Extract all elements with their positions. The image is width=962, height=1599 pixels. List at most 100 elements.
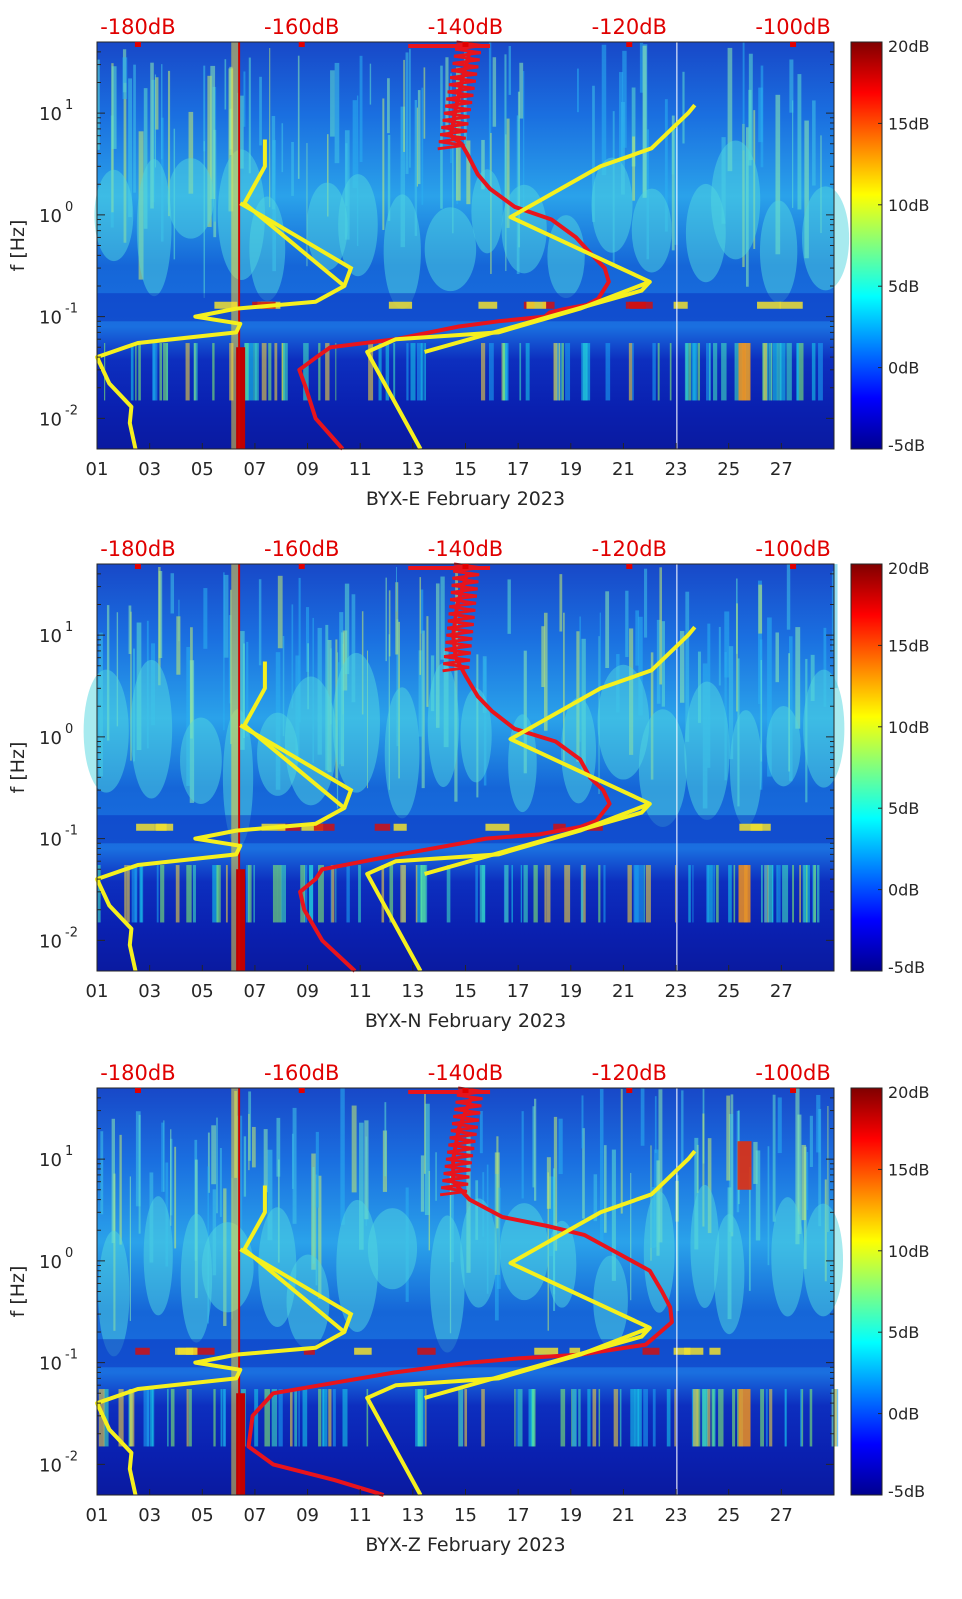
colorbar bbox=[850, 1087, 883, 1496]
spectrogram-lowfreq-column bbox=[713, 343, 718, 401]
spectrogram-lowfreq-column bbox=[564, 865, 571, 923]
spectrogram-lowfreq-column bbox=[688, 343, 691, 401]
spectrogram-texture bbox=[791, 100, 794, 208]
spectrogram-lowfreq-column bbox=[693, 1389, 699, 1447]
spectrogram-lowfreq-column bbox=[782, 865, 789, 923]
spectrogram-texture bbox=[724, 611, 730, 678]
spectrogram-lowfreq-column bbox=[776, 343, 782, 401]
spectrogram-texture bbox=[563, 612, 565, 762]
spectrogram-lowfreq-column bbox=[728, 865, 732, 923]
spectrogram-lowfreq-column bbox=[464, 1389, 468, 1447]
spectrogram-blob bbox=[471, 169, 503, 254]
spectrogram-texture bbox=[297, 55, 300, 179]
spectrogram-hotspot bbox=[193, 1347, 215, 1355]
x-tick-label: 09 bbox=[296, 981, 319, 1002]
x-tick-label: 23 bbox=[665, 1505, 688, 1526]
spectrogram-lowfreq-column bbox=[765, 1389, 768, 1447]
y-tick-exponent: 0 bbox=[65, 1246, 73, 1261]
spectrogram-texture bbox=[681, 1090, 684, 1165]
spectrogram-lowfreq-column bbox=[763, 343, 767, 401]
curve-yellow bbox=[424, 1326, 652, 1400]
spectrogram-texture bbox=[403, 59, 405, 152]
spectrogram-texture bbox=[111, 66, 117, 149]
spectrogram-lowfreq-column bbox=[525, 343, 530, 401]
x-tick-label: 03 bbox=[138, 459, 161, 480]
top-tick-label: -160dB bbox=[264, 1061, 339, 1085]
x-tick-label: 17 bbox=[507, 459, 530, 480]
spectrogram-blob bbox=[643, 1191, 675, 1313]
spectrogram-lowfreq-column bbox=[561, 343, 564, 401]
spectrogram-blob bbox=[711, 140, 761, 260]
x-tick-label: 13 bbox=[401, 1505, 424, 1526]
spectrogram-hotspot bbox=[388, 301, 413, 309]
spectrogram-texture bbox=[330, 648, 332, 725]
spectrogram-lowfreq-column bbox=[335, 865, 337, 923]
colorbar-tick-label: 10dB bbox=[888, 718, 930, 737]
spectrogram-texture bbox=[445, 57, 449, 137]
spectrogram-texture bbox=[630, 1172, 632, 1301]
spectrogram-texture bbox=[479, 1111, 483, 1154]
spectrogram-texture bbox=[416, 107, 419, 187]
spectrogram-lowfreq-column bbox=[126, 865, 130, 923]
spectrogram-texture bbox=[203, 588, 208, 649]
spectrogram-blob bbox=[771, 1197, 805, 1317]
spectrogram-lowfreq-column bbox=[446, 865, 451, 923]
spectrogram-texture bbox=[269, 48, 271, 208]
spectrogram-blob bbox=[383, 194, 421, 310]
spectrogram-texture bbox=[229, 66, 233, 150]
spectrogram-texture bbox=[312, 1167, 315, 1264]
colorbar bbox=[850, 563, 883, 972]
curve-red-detail bbox=[437, 40, 483, 151]
spectrogram-texture bbox=[161, 1122, 165, 1192]
x-tick-label: 11 bbox=[349, 459, 372, 480]
top-tick-label: -100dB bbox=[755, 537, 830, 561]
x-tick-label: 21 bbox=[612, 981, 635, 1002]
spectrogram-texture bbox=[804, 120, 809, 259]
spectrogram-texture bbox=[305, 607, 310, 672]
spectrogram-texture bbox=[119, 1134, 122, 1245]
colorbar-tick-label: 5dB bbox=[888, 1323, 919, 1342]
y-tick-label: 10 bbox=[39, 626, 62, 647]
spectrogram-lowfreq-column bbox=[346, 865, 350, 923]
spectrogram-texture bbox=[506, 118, 510, 228]
x-tick-label: 03 bbox=[138, 981, 161, 1002]
spectrogram-texture bbox=[694, 1137, 699, 1250]
spectrogram-texture bbox=[758, 584, 763, 634]
spectrogram-lowfreq-column bbox=[657, 343, 660, 401]
spectrogram-hotspot bbox=[301, 823, 324, 831]
spectrogram-texture bbox=[158, 566, 161, 686]
spectrogram-texture bbox=[243, 1136, 247, 1197]
spectrogram-hotspot bbox=[542, 301, 555, 309]
spectrogram-texture bbox=[466, 140, 471, 205]
top-tick bbox=[626, 1088, 633, 1093]
y-tick-exponent: 1 bbox=[65, 98, 73, 113]
spectrogram-lowfreq-column bbox=[520, 865, 523, 923]
spectrogram-texture bbox=[548, 1176, 554, 1256]
x-tick-label: 09 bbox=[296, 459, 319, 480]
x-tick-label: 01 bbox=[86, 981, 109, 1002]
spectrogram-blob bbox=[803, 669, 845, 788]
spectrogram-texture bbox=[576, 68, 579, 113]
spectrogram-lowfreq-column bbox=[760, 865, 763, 923]
spectrogram-texture bbox=[216, 1117, 218, 1214]
y-axis-title: f [Hz] bbox=[7, 220, 29, 272]
top-tick bbox=[298, 1088, 305, 1093]
curve-yellow bbox=[424, 802, 652, 876]
event-stripe bbox=[231, 42, 240, 449]
spectrogram-lowfreq-column bbox=[592, 1389, 597, 1447]
spectrogram-lowfreq-column bbox=[818, 343, 823, 401]
spectrogram-texture bbox=[352, 100, 357, 189]
spectrogram-lowfreq-column bbox=[151, 1389, 155, 1447]
spectrogram-lowfreq-column bbox=[304, 865, 308, 923]
spectrogram-texture bbox=[622, 50, 627, 148]
spectrogram-lowfreq-column bbox=[786, 343, 792, 401]
spectrogram-texture bbox=[384, 1102, 387, 1177]
spectrogram-texture bbox=[277, 575, 283, 649]
spectrogram-texture bbox=[664, 99, 668, 232]
spectrogram-texture bbox=[395, 582, 399, 655]
event-stripe bbox=[676, 1088, 678, 1495]
x-tick-label: 05 bbox=[191, 981, 214, 1002]
curve-yellow bbox=[95, 1185, 347, 1496]
spectrogram-texture bbox=[246, 641, 249, 737]
spectrogram-lowfreq-column bbox=[799, 1389, 802, 1447]
